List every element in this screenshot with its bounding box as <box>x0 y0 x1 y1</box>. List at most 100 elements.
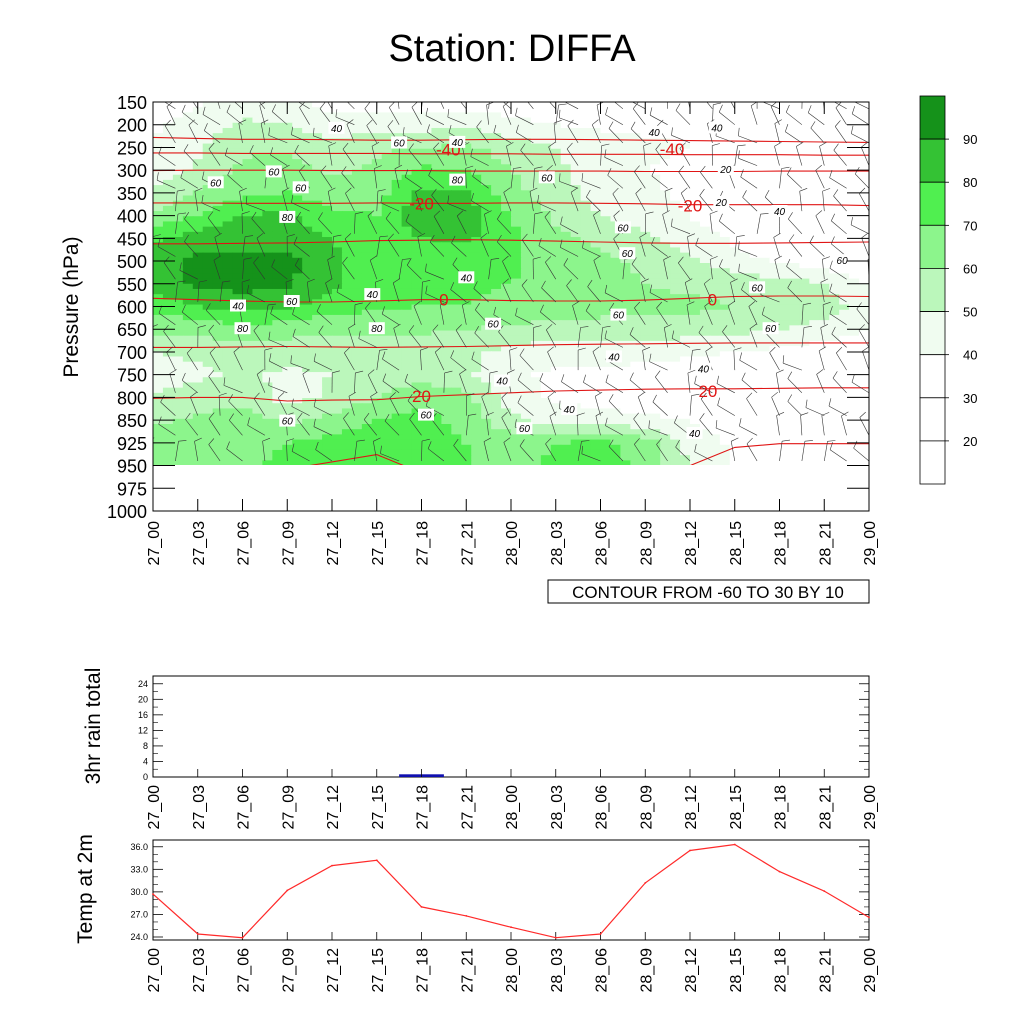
humidity-fill-cell <box>272 190 283 197</box>
humidity-fill-cell <box>530 314 542 321</box>
humidity-fill-cell <box>650 413 661 420</box>
humidity-fill-cell <box>550 356 562 363</box>
humidity-fill-cell <box>411 226 423 233</box>
humidity-fill-cell <box>739 247 751 254</box>
humidity-fill-cell <box>202 159 214 165</box>
humidity-fill-cell <box>272 294 283 300</box>
humidity-fill-cell <box>690 366 701 373</box>
humidity-fill-cell <box>322 429 333 435</box>
humidity-fill-cell <box>481 216 492 223</box>
humidity-fill-cell <box>172 377 184 384</box>
humidity-fill-cell <box>789 444 800 451</box>
humidity-fill-cell <box>690 387 701 394</box>
humidity-fill-cell <box>819 283 830 290</box>
humidity-fill-cell <box>401 122 413 129</box>
humidity-fill-cell <box>829 330 840 337</box>
humidity-fill-cell <box>192 133 204 139</box>
humidity-fill-cell <box>610 247 621 254</box>
humidity-fill-cell <box>192 372 204 378</box>
humidity-fill-cell <box>709 174 721 181</box>
humidity-fill-cell <box>789 112 800 119</box>
humidity-fill-cell <box>461 252 472 259</box>
humidity-fill-cell <box>461 382 472 389</box>
humidity-fill-cell <box>799 216 810 223</box>
humidity-fill-cell <box>849 159 860 165</box>
humidity-fill-cell <box>222 449 234 456</box>
humidity-fill-cell <box>859 195 869 202</box>
humidity-fill-cell <box>182 185 194 191</box>
humidity-fill-cell <box>322 340 333 347</box>
humidity-fill-cell <box>590 304 602 311</box>
humidity-fill-cell <box>829 361 840 368</box>
humidity-fill-cell <box>371 346 383 352</box>
humidity-fill-cell <box>749 361 761 368</box>
humidity-fill-cell <box>520 273 532 280</box>
humidity-fill-cell <box>570 335 582 342</box>
humidity-fill-cell <box>381 372 393 378</box>
humidity-fill-cell <box>351 294 363 300</box>
humidity-fill-cell <box>829 102 840 108</box>
humidity-fill-cell <box>262 288 273 295</box>
humidity-fill-cell <box>341 190 353 197</box>
humidity-fill-cell <box>799 403 810 410</box>
humidity-fill-cell <box>361 138 373 145</box>
humidity-fill-cell <box>670 320 681 326</box>
humidity-fill-cell <box>322 320 333 326</box>
humidity-fill-cell <box>749 304 761 311</box>
humidity-fill-cell <box>570 346 582 352</box>
humidity-fill-cell <box>620 408 631 415</box>
humidity-fill-cell <box>471 133 482 139</box>
humidity-fill-cell <box>749 320 761 326</box>
humidity-fill-cell <box>759 112 771 119</box>
humidity-fill-cell <box>491 169 502 176</box>
humidity-fill-cell <box>570 174 582 181</box>
humidity-fill-cell <box>172 278 184 285</box>
humidity-fill-cell <box>809 429 820 435</box>
humidity-fill-cell <box>222 205 234 212</box>
humidity-fill-cell <box>222 434 234 441</box>
humidity-fill-cell <box>332 174 343 181</box>
humidity-fill-cell <box>381 335 393 342</box>
humidity-fill-cell <box>699 127 711 134</box>
humidity-fill-cell <box>839 455 850 461</box>
humidity-fill-cell <box>709 366 721 373</box>
humidity-fill-cell <box>789 340 800 347</box>
humidity-fill-cell <box>620 366 631 373</box>
humidity-fill-cell <box>292 278 303 285</box>
humidity-fill-cell <box>640 278 651 285</box>
humidity-fill-cell <box>511 122 522 129</box>
humidity-fill-cell <box>371 231 383 238</box>
humidity-fill-cell <box>759 449 771 456</box>
humidity-fill-cell <box>709 335 721 342</box>
humidity-fill-cell <box>322 387 333 394</box>
humidity-fill-cell <box>222 424 234 430</box>
humidity-fill-cell <box>381 449 393 456</box>
humidity-fill-cell <box>421 117 433 124</box>
humidity-fill-cell <box>699 408 711 415</box>
humidity-fill-cell <box>809 174 820 181</box>
humidity-fill-cell <box>610 372 621 378</box>
humidity-fill-cell <box>839 294 850 300</box>
humidity-fill-cell <box>600 455 612 461</box>
humidity-fill-cell <box>520 372 532 378</box>
humidity-fill-cell <box>849 127 860 134</box>
humidity-fill-cell <box>680 263 691 269</box>
humidity-fill-cell <box>341 179 353 186</box>
humidity-fill-cell <box>719 122 731 129</box>
humidity-fill-cell <box>769 372 781 378</box>
humidity-fill-cell <box>222 444 234 451</box>
humidity-fill-cell <box>212 309 224 316</box>
humidity-fill-cell <box>660 314 671 321</box>
humidity-fill-cell <box>371 174 383 181</box>
humidity-fill-cell <box>670 366 681 373</box>
humidity-fill-cell <box>610 174 621 181</box>
humidity-fill-cell <box>381 153 393 160</box>
humidity-fill-cell <box>182 190 194 197</box>
humidity-fill-cell <box>172 216 184 223</box>
humidity-fill-cell <box>341 408 353 415</box>
humidity-fill-cell <box>859 413 869 420</box>
humidity-fill-cell <box>471 387 482 394</box>
humidity-fill-cell <box>789 330 800 337</box>
humidity-fill-cell <box>232 356 244 363</box>
humidity-fill-cell <box>202 372 214 378</box>
